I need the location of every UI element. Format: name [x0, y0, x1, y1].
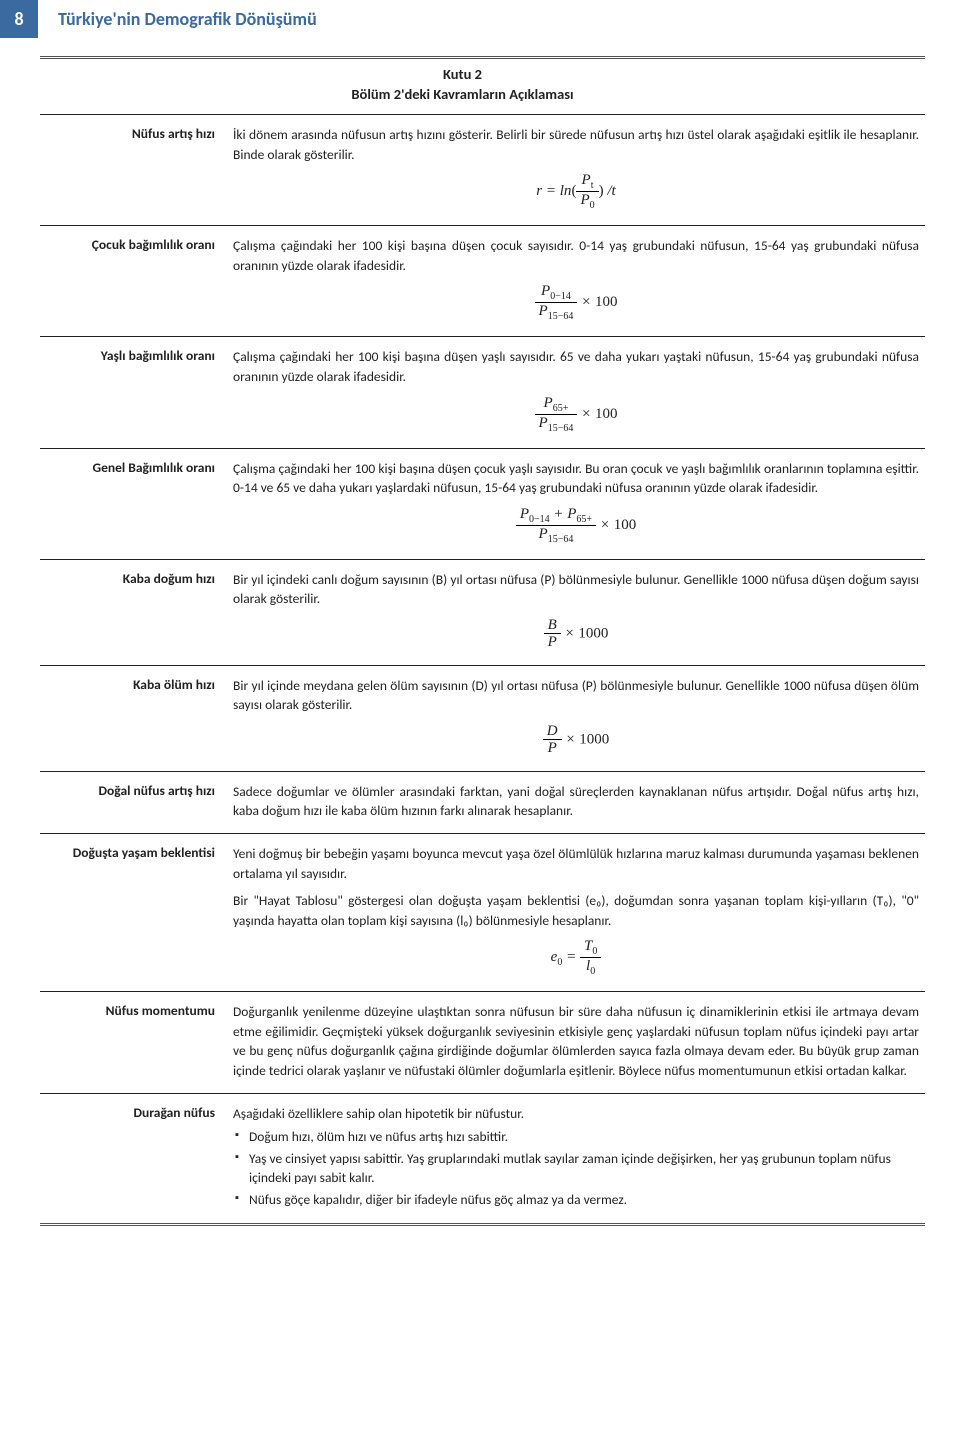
table-row: Kaba doğum hızıBir yıl içindeki canlı do… [40, 560, 925, 666]
term-definition: Doğurganlık yenilenme düzeyine ulaştıkta… [225, 992, 925, 1092]
table-row: Nüfus artış hızıİki dönem arasında nüfus… [40, 114, 925, 226]
term-definition: Çalışma çağındaki her 100 kişi başına dü… [225, 449, 925, 559]
formula: DP × 1000 [233, 723, 919, 757]
definition-text: Çalışma çağındaki her 100 kişi başına dü… [233, 459, 919, 498]
definition-text: Bir "Hayat Tablosu" göstergesi olan doğu… [233, 891, 919, 930]
term-definition: Bir yıl içindeki canlı doğum sayısının (… [225, 560, 925, 665]
table-row: Kaba ölüm hızıBir yıl içinde meydana gel… [40, 666, 925, 772]
bullet-list: Doğum hızı, ölüm hızı ve nüfus artış hız… [233, 1127, 919, 1209]
table-row: Nüfus momentumuDoğurganlık yenilenme düz… [40, 992, 925, 1093]
formula: r = ln(PtP0) /t [233, 172, 919, 211]
term-label: Nüfus artış hızı [40, 115, 225, 225]
formula: P65+P15−64 × 100 [233, 395, 919, 434]
table-row: Doğal nüfus artış hızıSadece doğumlar ve… [40, 772, 925, 834]
bullet-item: Yaş ve cinsiyet yapısı sabittir. Yaş gru… [233, 1149, 919, 1188]
formula: P0−14 + P65+P15−64 × 100 [233, 506, 919, 545]
box-title-line2: Bölüm 2'deki Kavramların Açıklaması [351, 85, 573, 103]
term-definition: Yeni doğmuş bir bebeğin yaşamı boyunca m… [225, 834, 925, 991]
definition-text: Sadece doğumlar ve ölümler arasındaki fa… [233, 782, 919, 821]
bullet-item: Doğum hızı, ölüm hızı ve nüfus artış hız… [233, 1127, 919, 1147]
term-definition: Bir yıl içinde meydana gelen ölüm sayısı… [225, 666, 925, 771]
box-title: Kutu 2 Bölüm 2'deki Kavramların Açıklama… [0, 65, 925, 104]
term-label: Kaba ölüm hızı [40, 666, 225, 771]
bullet-item: Nüfus göçe kapalıdır, diğer bir ifadeyle… [233, 1190, 919, 1210]
definition-text: İki dönem arasında nüfusun artış hızını … [233, 125, 919, 164]
term-definition: Çalışma çağındaki her 100 kişi başına dü… [225, 226, 925, 336]
table-row: Yaşlı bağımlılık oranıÇalışma çağındaki … [40, 337, 925, 448]
top-rule [40, 56, 925, 59]
term-label: Durağan nüfus [40, 1094, 225, 1224]
formula: BP × 1000 [233, 617, 919, 651]
term-definition: Aşağıdaki özelliklere sahip olan hipotet… [225, 1094, 925, 1224]
definition-text: Bir yıl içindeki canlı doğum sayısının (… [233, 570, 919, 609]
definition-text: Aşağıdaki özelliklere sahip olan hipotet… [233, 1104, 919, 1124]
term-definition: Sadece doğumlar ve ölümler arasındaki fa… [225, 772, 925, 833]
formula: e0 = T0l0 [233, 938, 919, 977]
term-label: Nüfus momentumu [40, 992, 225, 1092]
table-row: Durağan nüfus Aşağıdaki özelliklere sahip… [40, 1094, 925, 1227]
term-label: Yaşlı bağımlılık oranı [40, 337, 225, 447]
definition-text: Çalışma çağındaki her 100 kişi başına dü… [233, 236, 919, 275]
definition-text: Bir yıl içinde meydana gelen ölüm sayısı… [233, 676, 919, 715]
term-label: Çocuk bağımlılık oranı [40, 226, 225, 336]
doc-title: Türkiye'nin Demografik Dönüşümü [58, 8, 317, 30]
term-definition: Çalışma çağındaki her 100 kişi başına dü… [225, 337, 925, 447]
term-definition: İki dönem arasında nüfusun artış hızını … [225, 115, 925, 225]
table-row: Çocuk bağımlılık oranıÇalışma çağındaki … [40, 226, 925, 337]
page-number: 8 [0, 0, 38, 38]
term-label: Doğuşta yaşam beklentisi [40, 834, 225, 991]
term-label: Doğal nüfus artış hızı [40, 772, 225, 833]
definition-text: Doğurganlık yenilenme düzeyine ulaştıkta… [233, 1002, 919, 1080]
box-title-line1: Kutu 2 [443, 65, 482, 83]
term-label: Kaba doğum hızı [40, 560, 225, 665]
table-row: Doğuşta yaşam beklentisiYeni doğmuş bir … [40, 834, 925, 992]
term-label: Genel Bağımlılık oranı [40, 449, 225, 559]
definitions-table: Nüfus artış hızıİki dönem arasında nüfus… [40, 114, 925, 1226]
table-row: Genel Bağımlılık oranıÇalışma çağındaki … [40, 449, 925, 560]
formula: P0−14P15−64 × 100 [233, 283, 919, 322]
definition-text: Yeni doğmuş bir bebeğin yaşamı boyunca m… [233, 844, 919, 883]
definition-text: Çalışma çağındaki her 100 kişi başına dü… [233, 347, 919, 386]
